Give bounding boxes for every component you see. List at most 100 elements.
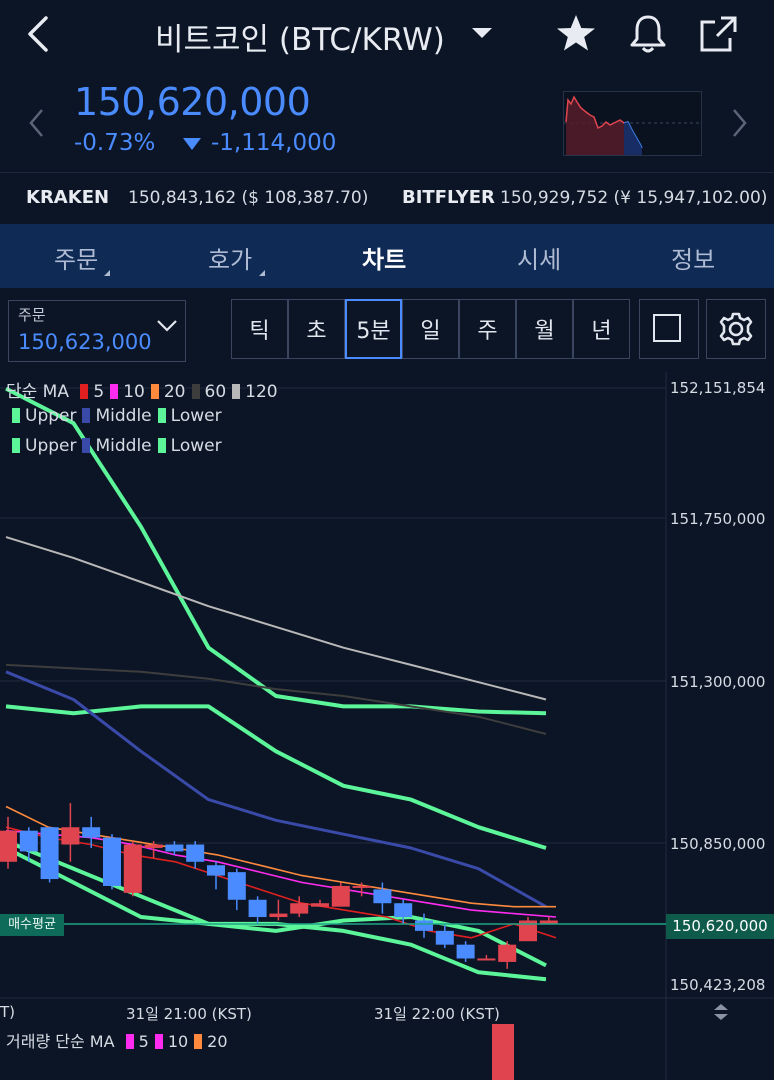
volume-legend-swatch: [194, 1034, 203, 1049]
bb-legend-label: Lower: [170, 436, 222, 456]
next-coin-button[interactable]: [728, 106, 750, 144]
candle: [290, 903, 309, 914]
axis-resize-icon[interactable]: [712, 1002, 730, 1026]
candles: [0, 803, 558, 969]
candle-chart[interactable]: [0, 372, 774, 1080]
candle: [123, 844, 142, 893]
candle: [456, 944, 475, 959]
gear-icon: [719, 312, 753, 346]
bb-legend-swatch: [82, 438, 91, 453]
interval-5min[interactable]: 5분: [345, 299, 402, 359]
volume-legend-swatch: [125, 1034, 134, 1049]
candle: [0, 830, 17, 862]
candle: [539, 920, 558, 924]
favorite-button[interactable]: [554, 12, 598, 56]
ma-legend-label: 120: [245, 382, 278, 402]
page-title[interactable]: 비트코인 (BTC/KRW): [155, 22, 445, 58]
exchange-name-kraken: KRAKEN: [26, 187, 110, 208]
tab-orderbook[interactable]: 호가: [208, 246, 253, 274]
fullscreen-button[interactable]: [639, 299, 699, 359]
interval-week[interactable]: 주: [459, 299, 516, 359]
order-price-select[interactable]: [8, 300, 186, 362]
y-axis-label: 150,423,208: [670, 976, 766, 994]
candle: [415, 920, 433, 931]
avg-buy-tag: 매수평균: [0, 914, 64, 936]
bb-legend-2: Upper Middle Lower: [6, 436, 222, 456]
interval-second[interactable]: 초: [288, 299, 345, 359]
x-axis-label: 31일 22:00 (KST): [374, 1005, 500, 1023]
share-icon: [700, 16, 737, 52]
volume-legend-label: 20: [207, 1032, 228, 1051]
tab-bar: [0, 224, 774, 288]
y-axis-label: 151,300,000: [670, 673, 766, 691]
bb-legend-label: Upper: [25, 406, 77, 426]
bb-legend-swatch: [82, 408, 91, 423]
current-price: 150,620,000: [74, 80, 311, 124]
bb-legend-label: Upper: [25, 436, 77, 456]
ma-line-10: [5, 829, 557, 918]
bb-legend-swatch: [157, 438, 166, 453]
mini-chart[interactable]: [563, 91, 702, 156]
candle: [207, 865, 225, 876]
interval-day[interactable]: 일: [402, 299, 459, 359]
chevron-left-icon: [29, 109, 43, 137]
ma-legend-swatch: [150, 384, 159, 399]
tab-chart[interactable]: 차트: [362, 246, 407, 274]
candle: [19, 830, 38, 852]
exchange-bar: [0, 172, 774, 225]
candle: [144, 844, 163, 848]
tab-market[interactable]: 시세: [517, 246, 562, 274]
prev-coin-button[interactable]: [26, 106, 48, 144]
share-button[interactable]: [697, 12, 741, 56]
ma-legend-swatch: [232, 384, 241, 399]
x-axis-label: T): [0, 1003, 16, 1021]
chevron-left-icon: [28, 16, 48, 52]
bollinger-line: [5, 704, 547, 850]
bollinger-line: [5, 670, 547, 909]
bb-legend-swatch: [157, 408, 166, 423]
bb-legend-1: Upper Middle Lower: [6, 406, 222, 426]
y-axis-label: 150,850,000: [670, 835, 766, 853]
candle: [40, 827, 59, 880]
change-percent: -0.73%: [74, 130, 156, 156]
candle: [477, 958, 496, 961]
interval-year[interactable]: 년: [573, 299, 630, 359]
title-dropdown-icon[interactable]: [472, 28, 492, 38]
ma-legend-label: 5: [93, 382, 105, 402]
mini-chart-graph: [564, 95, 701, 155]
volume-legend-label: 5: [138, 1032, 149, 1051]
chevron-right-icon: [733, 109, 747, 137]
bollinger-line: [5, 386, 547, 716]
tab-order[interactable]: 주문: [54, 246, 99, 274]
y-axis-label: 152,151,854: [670, 379, 766, 397]
back-button[interactable]: [22, 12, 58, 56]
bell-icon: [630, 15, 666, 53]
x-axis-label: 31일 21:00 (KST): [126, 1005, 252, 1023]
tab-info[interactable]: 정보: [671, 246, 716, 274]
bb-legend-label: Middle: [95, 406, 152, 426]
volume-legend-title: 거래량 단순 MA: [6, 1032, 115, 1051]
candle: [311, 903, 329, 907]
notification-button[interactable]: [626, 12, 670, 56]
candle: [227, 872, 246, 900]
candle: [394, 903, 413, 918]
candle: [61, 827, 80, 845]
exchange-name-bitflyer: BITFLYER: [402, 187, 495, 208]
ma-legend-swatch: [80, 384, 89, 399]
chevron-down-icon: [155, 318, 179, 338]
interval-month[interactable]: 월: [516, 299, 573, 359]
order-select-value: 150,623,000: [18, 330, 152, 354]
exchange-value-bitflyer: 150,929,752 (¥ 15,947,102.00): [500, 188, 768, 208]
interval-tick[interactable]: 틱: [231, 299, 288, 359]
volume-legend: 거래량 단순 MA 5 10 20: [6, 1028, 228, 1052]
volume-legend-label: 10: [167, 1032, 189, 1051]
candle: [186, 844, 205, 862]
square-icon: [653, 314, 681, 342]
bb-legend-label: Lower: [170, 406, 222, 426]
ma-line-5: [5, 826, 557, 939]
down-triangle-icon: [183, 138, 201, 150]
y-axis-label: 151,750,000: [670, 510, 766, 528]
chart-settings-button[interactable]: [706, 299, 766, 359]
candle: [435, 930, 454, 945]
order-select-label: 주문: [18, 306, 46, 324]
